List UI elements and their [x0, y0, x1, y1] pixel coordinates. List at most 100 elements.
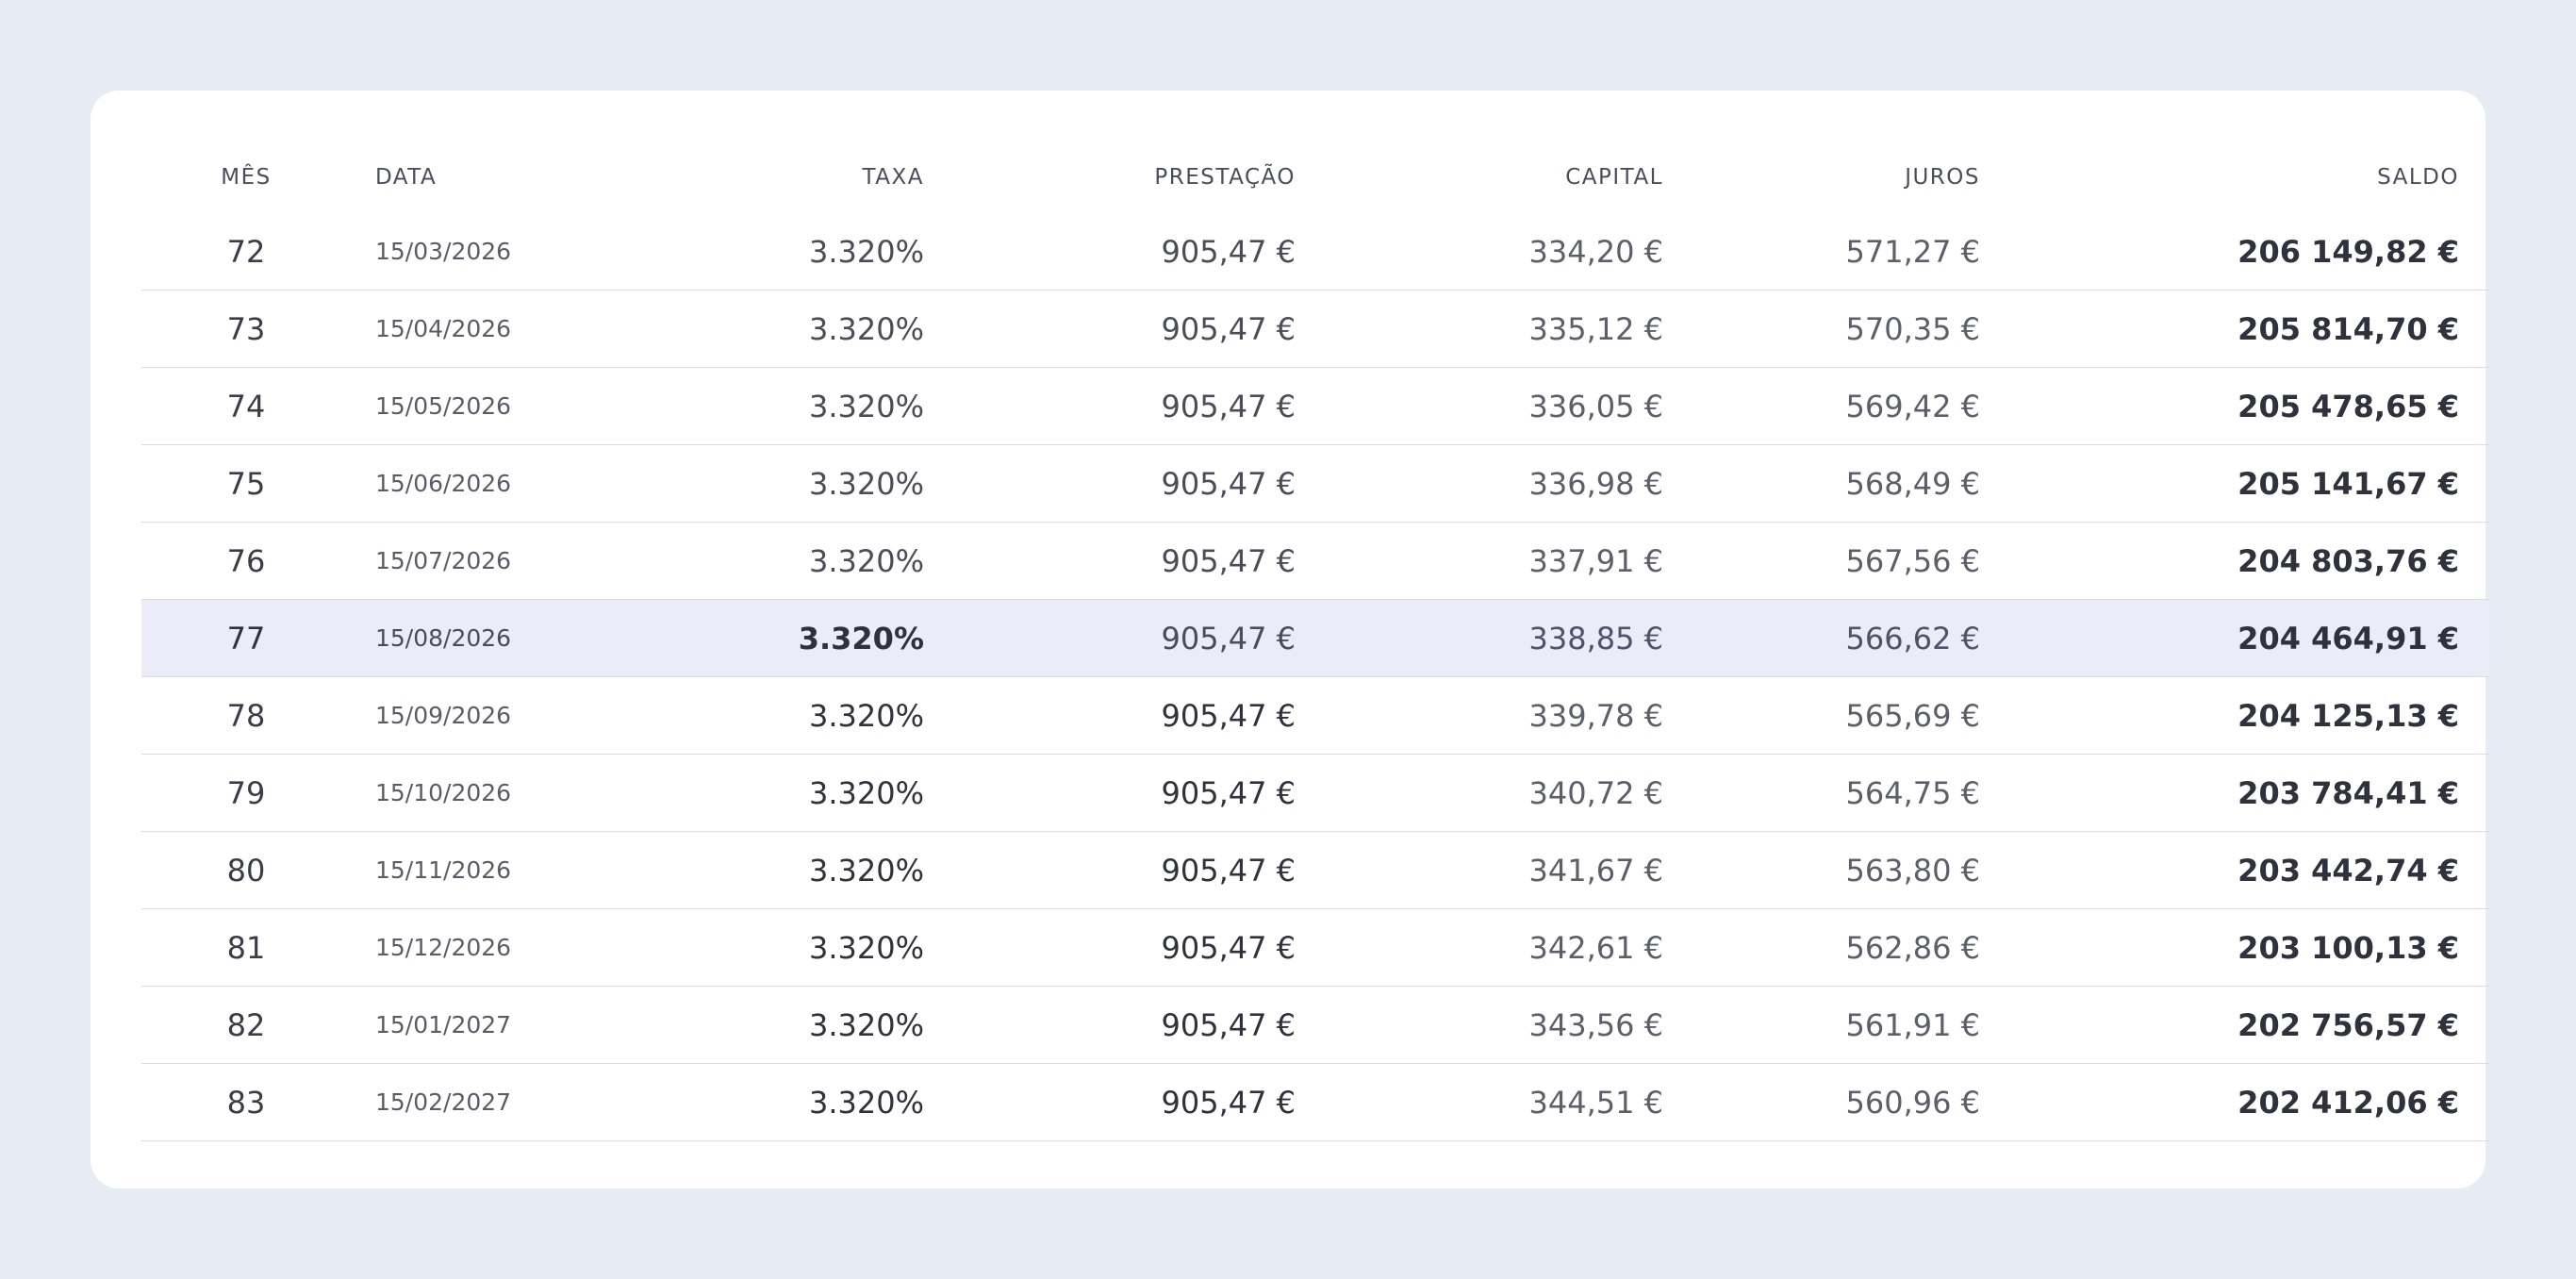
table-body: 72 15/03/2026 3.320% 905,47 € 334,20 € 5… — [141, 213, 2489, 1141]
column-header-juros: JUROS — [1905, 165, 1980, 190]
cell-data: 15/10/2026 — [351, 754, 668, 832]
cell-saldo: 203 442,74 € — [1980, 831, 2489, 909]
cell-prestacao: 905,47 € — [924, 986, 1296, 1064]
cell-data: 15/06/2026 — [351, 444, 668, 523]
cell-juros: 565,69 € — [1663, 676, 1980, 755]
cell-juros: 569,42 € — [1663, 367, 1980, 445]
cell-data: 15/11/2026 — [351, 831, 668, 909]
cell-capital: 336,05 € — [1296, 367, 1663, 445]
cell-mes: 82 — [141, 986, 351, 1064]
cell-data: 15/08/2026 — [351, 599, 668, 677]
table-row: 80 15/11/2026 3.320% 905,47 € 341,67 € 5… — [141, 831, 2489, 909]
cell-capital: 338,85 € — [1296, 599, 1663, 677]
cell-capital: 339,78 € — [1296, 676, 1663, 755]
cell-taxa: 3.320% — [668, 367, 924, 445]
cell-taxa: 3.320% — [668, 522, 924, 600]
cell-saldo: 204 464,91 € — [1980, 599, 2489, 677]
cell-data: 15/12/2026 — [351, 908, 668, 987]
cell-capital: 341,67 € — [1296, 831, 1663, 909]
table-row: 72 15/03/2026 3.320% 905,47 € 334,20 € 5… — [141, 213, 2489, 291]
cell-taxa: 3.320% — [668, 213, 924, 291]
cell-prestacao: 905,47 € — [924, 444, 1296, 523]
cell-mes: 83 — [141, 1063, 351, 1141]
cell-prestacao: 905,47 € — [924, 367, 1296, 445]
cell-saldo: 202 412,06 € — [1980, 1063, 2489, 1141]
cell-data: 15/01/2027 — [351, 986, 668, 1064]
cell-data: 15/09/2026 — [351, 676, 668, 755]
cell-capital: 336,98 € — [1296, 444, 1663, 523]
column-header-prestacao: PRESTAÇÃO — [1154, 165, 1296, 190]
column-header-saldo: SALDO — [2377, 165, 2459, 190]
cell-taxa: 3.320% — [668, 908, 924, 987]
cell-taxa: 3.320% — [668, 1063, 924, 1141]
table-row: 74 15/05/2026 3.320% 905,47 € 336,05 € 5… — [141, 367, 2489, 445]
cell-mes: 72 — [141, 213, 351, 291]
table-row: 73 15/04/2026 3.320% 905,47 € 335,12 € 5… — [141, 290, 2489, 368]
cell-saldo: 204 125,13 € — [1980, 676, 2489, 755]
cell-capital: 342,61 € — [1296, 908, 1663, 987]
cell-taxa: 3.320% — [668, 444, 924, 523]
column-header-mes: MÊS — [221, 165, 272, 190]
cell-capital: 344,51 € — [1296, 1063, 1663, 1141]
cell-saldo: 205 141,67 € — [1980, 444, 2489, 523]
cell-saldo: 202 756,57 € — [1980, 986, 2489, 1064]
cell-capital: 335,12 € — [1296, 290, 1663, 368]
cell-mes: 76 — [141, 522, 351, 600]
cell-mes: 80 — [141, 831, 351, 909]
cell-capital: 340,72 € — [1296, 754, 1663, 832]
cell-data: 15/07/2026 — [351, 522, 668, 600]
cell-prestacao: 905,47 € — [924, 676, 1296, 755]
table-row: 78 15/09/2026 3.320% 905,47 € 339,78 € 5… — [141, 676, 2489, 755]
table-row: 83 15/02/2027 3.320% 905,47 € 344,51 € 5… — [141, 1063, 2489, 1141]
cell-saldo: 204 803,76 € — [1980, 522, 2489, 600]
cell-taxa: 3.320% — [668, 986, 924, 1064]
cell-mes: 75 — [141, 444, 351, 523]
cell-juros: 571,27 € — [1663, 213, 1980, 291]
cell-prestacao: 905,47 € — [924, 831, 1296, 909]
cell-prestacao: 905,47 € — [924, 290, 1296, 368]
cell-mes: 79 — [141, 754, 351, 832]
cell-mes: 74 — [141, 367, 351, 445]
cell-juros: 570,35 € — [1663, 290, 1980, 368]
cell-saldo: 205 814,70 € — [1980, 290, 2489, 368]
cell-juros: 560,96 € — [1663, 1063, 1980, 1141]
cell-taxa: 3.320% — [668, 754, 924, 832]
cell-taxa: 3.320% — [668, 831, 924, 909]
cell-juros: 561,91 € — [1663, 986, 1980, 1064]
cell-data: 15/04/2026 — [351, 290, 668, 368]
cell-capital: 337,91 € — [1296, 522, 1663, 600]
cell-juros: 567,56 € — [1663, 522, 1980, 600]
cell-taxa: 3.320% — [668, 676, 924, 755]
cell-saldo: 206 149,82 € — [1980, 213, 2489, 291]
cell-juros: 563,80 € — [1663, 831, 1980, 909]
cell-mes: 78 — [141, 676, 351, 755]
cell-prestacao: 905,47 € — [924, 1063, 1296, 1141]
cell-data: 15/02/2027 — [351, 1063, 668, 1141]
cell-prestacao: 905,47 € — [924, 599, 1296, 677]
cell-capital: 343,56 € — [1296, 986, 1663, 1064]
table-header-row: MÊS DATA TAXA PRESTAÇÃO CAPITAL JUROS SA… — [141, 141, 2489, 213]
table-row: 79 15/10/2026 3.320% 905,47 € 340,72 € 5… — [141, 754, 2489, 832]
cell-prestacao: 905,47 € — [924, 908, 1296, 987]
table-row: 75 15/06/2026 3.320% 905,47 € 336,98 € 5… — [141, 444, 2489, 523]
cell-data: 15/03/2026 — [351, 213, 668, 291]
cell-capital: 334,20 € — [1296, 213, 1663, 291]
table-row: 81 15/12/2026 3.320% 905,47 € 342,61 € 5… — [141, 908, 2489, 987]
cell-juros: 564,75 € — [1663, 754, 1980, 832]
table-row: 76 15/07/2026 3.320% 905,47 € 337,91 € 5… — [141, 522, 2489, 600]
table-row-highlighted: 77 15/08/2026 3.320% 905,47 € 338,85 € 5… — [141, 599, 2489, 677]
cell-mes: 81 — [141, 908, 351, 987]
cell-saldo: 205 478,65 € — [1980, 367, 2489, 445]
cell-juros: 562,86 € — [1663, 908, 1980, 987]
cell-prestacao: 905,47 € — [924, 522, 1296, 600]
cell-juros: 568,49 € — [1663, 444, 1980, 523]
column-header-taxa: TAXA — [862, 165, 924, 190]
cell-prestacao: 905,47 € — [924, 754, 1296, 832]
cell-saldo: 203 784,41 € — [1980, 754, 2489, 832]
table-row: 82 15/01/2027 3.320% 905,47 € 343,56 € 5… — [141, 986, 2489, 1064]
amortization-table: MÊS DATA TAXA PRESTAÇÃO CAPITAL JUROS SA… — [141, 141, 2489, 1141]
cell-prestacao: 905,47 € — [924, 213, 1296, 291]
cell-taxa: 3.320% — [668, 290, 924, 368]
amortization-card: MÊS DATA TAXA PRESTAÇÃO CAPITAL JUROS SA… — [91, 91, 2489, 1188]
cell-saldo: 203 100,13 € — [1980, 908, 2489, 987]
